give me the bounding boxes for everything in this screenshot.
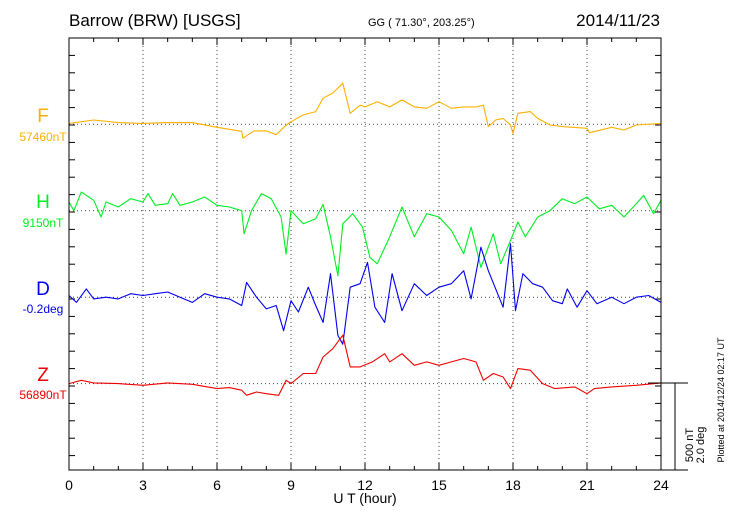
x-tick-label: 21	[579, 477, 595, 493]
baseline-label-h: 9150nT	[22, 216, 64, 230]
scale-nt-label: 500 nT	[684, 428, 696, 463]
component-label-f: F	[37, 106, 49, 127]
plot-frame	[68, 37, 662, 471]
station-title: Barrow (BRW) [USGS]	[69, 11, 241, 30]
series-line-f	[68, 82, 662, 139]
series-line-h	[68, 191, 662, 277]
x-axis-label: U T (hour)	[333, 490, 396, 506]
scale-bar: 500 nT 2.0 deg	[648, 382, 707, 471]
series-line-z	[68, 334, 662, 396]
x-tick-label: 12	[357, 477, 373, 493]
series-line-d	[68, 243, 662, 345]
scale-deg-label: 2.0 deg	[695, 427, 707, 464]
component-label-z: Z	[37, 365, 49, 386]
baseline-label-d: -0.2deg	[22, 302, 64, 316]
x-tick-labels: 0 3 6 9 12 15 18 21 24	[65, 477, 669, 493]
baseline-label-z: 56890nT	[19, 388, 67, 402]
baseline-label-f: 57460nT	[19, 130, 67, 144]
grid	[69, 38, 661, 470]
plot-date: 2014/11/23	[576, 11, 660, 30]
component-label-h: H	[36, 192, 50, 213]
plotted-timestamp: Plotted at 2014/12/24 02:17 UT	[716, 337, 726, 463]
x-tick-label: 6	[213, 477, 221, 493]
x-tick-label: 9	[287, 477, 295, 493]
series-lines	[68, 82, 662, 396]
x-tick-label: 15	[431, 477, 447, 493]
geographic-coordinates: GG ( 71.30°, 203.25°)	[368, 17, 475, 29]
x-tick-label: 24	[653, 477, 669, 493]
component-label-d: D	[36, 279, 50, 300]
x-tick-label: 3	[139, 477, 147, 493]
x-tick-label: 18	[505, 477, 521, 493]
x-tick-label: 0	[65, 477, 73, 493]
